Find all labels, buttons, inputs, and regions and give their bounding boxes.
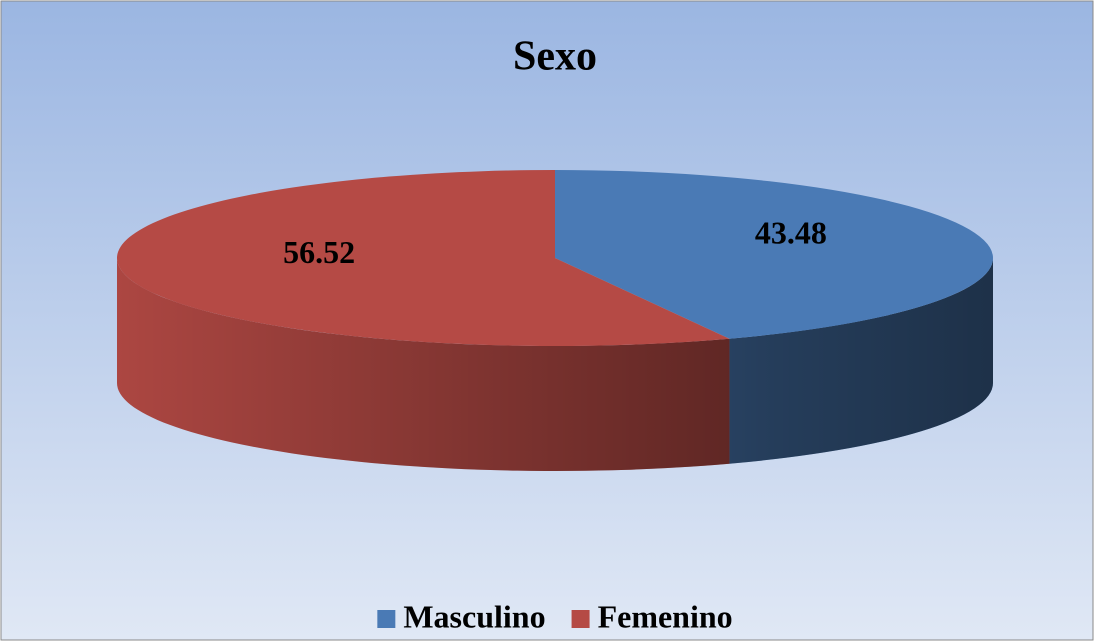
slice: [555, 170, 993, 339]
legend-swatch: [571, 610, 590, 628]
legend-label: Femenino: [598, 598, 733, 634]
side-shade: [117, 258, 730, 471]
chart-title: Sexo: [513, 34, 597, 80]
side-shade: [729, 258, 993, 464]
legend-label: Masculino: [403, 598, 545, 634]
slice: [116, 170, 730, 346]
legend-swatch: [377, 610, 396, 628]
data-label: 56.52: [283, 234, 355, 270]
data-label: 43.48: [755, 214, 827, 250]
